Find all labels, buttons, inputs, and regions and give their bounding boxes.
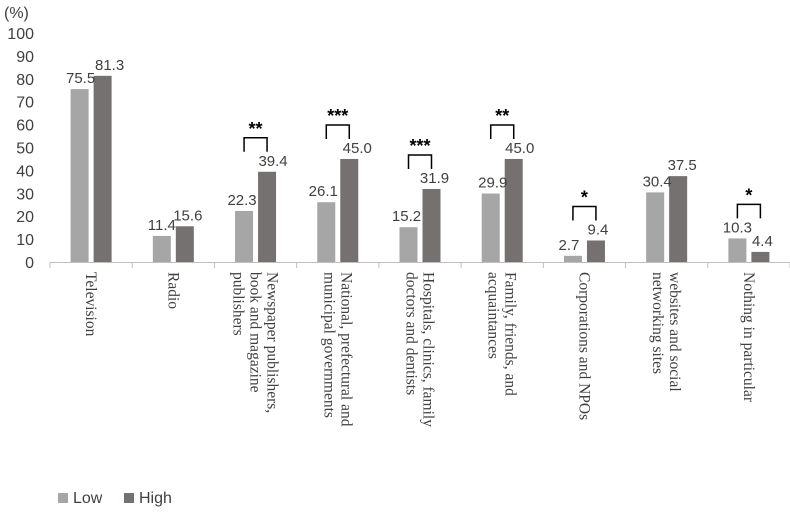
data-label-high: 15.6 xyxy=(173,207,202,224)
category-label: Corporations and NPOs xyxy=(575,272,592,420)
data-label-low: 2.7 xyxy=(559,237,580,254)
category-label-line: Newspaper publishers, xyxy=(264,272,281,413)
bar-high xyxy=(340,158,359,262)
bar-high xyxy=(258,171,277,262)
bar-high xyxy=(586,240,605,262)
significance-markers: *********** * xyxy=(243,106,762,221)
category-label-line: Radio xyxy=(164,272,181,309)
significance-asterisks: *** xyxy=(327,106,348,126)
category-label-line: municipal governments xyxy=(320,272,337,418)
category-label-line: publishers xyxy=(230,272,247,336)
bar-high xyxy=(751,251,770,262)
y-tick-label: 20 xyxy=(16,209,34,226)
y-tick-label: 30 xyxy=(16,186,34,203)
significance-asterisks: * xyxy=(745,185,752,205)
data-label-low: 22.3 xyxy=(227,192,256,209)
bar-high xyxy=(175,226,194,262)
bar-high xyxy=(93,75,112,262)
bar-low xyxy=(235,210,254,262)
significance-asterisks: *** xyxy=(409,136,430,156)
significance-bracket xyxy=(572,205,597,221)
data-label-low: 30.4 xyxy=(643,173,672,190)
x-axis-tick-marks xyxy=(49,262,790,268)
data-label-low: 10.3 xyxy=(723,219,752,236)
significance-bracket xyxy=(736,203,762,219)
significance-bracket xyxy=(489,124,515,139)
category-label-line: Hospitals, clinics, family xyxy=(420,272,437,427)
y-tick-label: 40 xyxy=(16,163,34,180)
y-tick-label: 100 xyxy=(7,26,34,43)
legend-label-low: Low xyxy=(73,490,103,507)
data-label-high: 4.4 xyxy=(752,233,773,250)
bar-low xyxy=(399,227,418,262)
significance-bracket xyxy=(243,137,268,152)
y-tick-label: 10 xyxy=(16,232,34,249)
category-label-line: Nothing in particular xyxy=(740,272,757,403)
y-axis-unit-label: (%) xyxy=(4,5,29,22)
data-label-low: 11.4 xyxy=(148,217,176,234)
y-tick-label: 0 xyxy=(25,255,34,272)
y-tick-label: 90 xyxy=(16,49,34,66)
data-label-low: 29.9 xyxy=(478,175,507,192)
significance-asterisks: * xyxy=(581,187,588,207)
data-label-high: 45.0 xyxy=(343,140,372,157)
category-label-line: Family, friends, and xyxy=(502,272,519,396)
category-label: Nothing in particular xyxy=(740,272,757,403)
bar-high xyxy=(504,158,523,262)
category-label-line: doctors and dentists xyxy=(403,272,420,395)
category-label: Television xyxy=(82,272,99,337)
data-label-high: 37.5 xyxy=(668,157,697,174)
data-label-high: 81.3 xyxy=(95,57,124,74)
bars xyxy=(70,75,770,262)
bar-low xyxy=(152,235,171,262)
data-labels: 75.581.3 11.415.6 22.3 39.4 26.1 45.0 15.2 31.9… xyxy=(66,57,773,254)
y-axis-ticks: 0 10 20 30 40 50 60 70 80 90 100 xyxy=(7,26,34,272)
y-tick-label: 70 xyxy=(16,95,34,112)
category-label-line: book and magazine xyxy=(247,272,264,393)
bar-low xyxy=(563,255,582,262)
bar-low xyxy=(481,193,500,262)
legend: Low High xyxy=(58,490,172,507)
bar-high xyxy=(669,176,688,262)
category-label-line: networking sites xyxy=(649,272,666,374)
data-label-low: 15.2 xyxy=(392,208,421,225)
category-label: Newspaper publishers,book and magazinepu… xyxy=(230,272,281,413)
significance-asterisks: ** xyxy=(495,106,509,126)
significance-bracket xyxy=(325,124,351,139)
bar-low xyxy=(646,192,665,262)
legend-swatch-high xyxy=(124,493,134,503)
y-tick-label: 60 xyxy=(16,118,34,135)
bar-low xyxy=(728,238,747,262)
data-label-low: 26.1 xyxy=(309,183,338,200)
legend-swatch-low xyxy=(58,493,68,503)
y-tick-label: 80 xyxy=(16,72,34,89)
category-labels: Television Radio Newspaper publishers,book… xyxy=(82,272,757,427)
category-label-line: National, prefectural and xyxy=(337,272,354,427)
y-tick-label: 50 xyxy=(16,141,34,158)
data-label-high: 31.9 xyxy=(420,170,449,187)
category-label-line: websites and social xyxy=(666,272,683,392)
data-label-high: 45.0 xyxy=(505,140,534,157)
bar-low xyxy=(317,202,336,262)
significance-asterisks: ** xyxy=(249,119,263,139)
category-label-line: acquaintances xyxy=(485,272,502,359)
data-label-high: 9.4 xyxy=(588,221,609,238)
data-label-high: 39.4 xyxy=(258,153,287,170)
bar-high xyxy=(422,188,441,262)
legend-label-high: High xyxy=(139,490,172,507)
category-label-line: Corporations and NPOs xyxy=(575,272,592,420)
data-label-low: 75.5 xyxy=(66,70,95,87)
category-label: Radio xyxy=(164,272,181,309)
bar-low xyxy=(70,89,89,262)
significance-bracket xyxy=(407,154,433,169)
category-label-line: Television xyxy=(82,272,99,337)
